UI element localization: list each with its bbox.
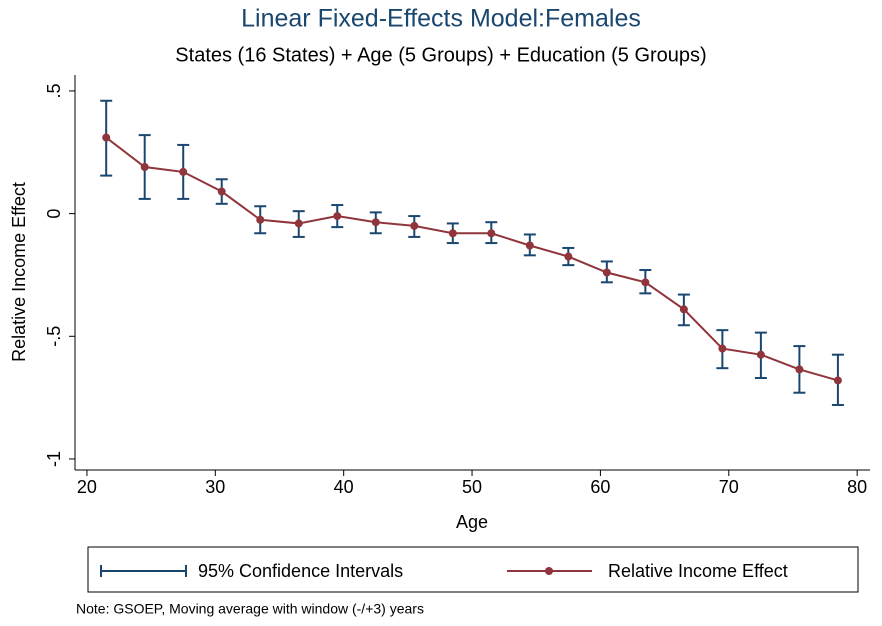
point [602, 268, 611, 277]
x-tick-label: 60 [590, 477, 610, 497]
point [448, 229, 457, 238]
y-tick-label: -.5 [44, 326, 64, 347]
point [718, 344, 727, 353]
y-tick-label: .5 [44, 83, 64, 98]
x-tick-label: 40 [334, 477, 354, 497]
line [105, 136, 839, 382]
legend-symbol [545, 567, 553, 575]
point [371, 218, 380, 227]
point [140, 163, 149, 172]
point [487, 229, 496, 238]
x-tick-label: 20 [77, 477, 97, 497]
point [641, 278, 650, 287]
point [102, 133, 111, 142]
point [410, 221, 419, 230]
point [256, 215, 265, 224]
point [679, 305, 688, 314]
point [525, 241, 534, 250]
x-tick-label: 50 [462, 477, 482, 497]
point [294, 219, 303, 228]
y-axis-label: Relative Income Effect [9, 182, 29, 362]
x-tick-label: 30 [205, 477, 225, 497]
y-tick-label: -1 [44, 451, 64, 467]
chart-title: Linear Fixed-Effects Model:Females [241, 5, 641, 33]
x-tick-label: 80 [847, 477, 867, 497]
point [833, 376, 842, 385]
point [564, 252, 573, 261]
legend-label: 95% Confidence Intervals [198, 561, 403, 581]
point [179, 167, 188, 176]
point [756, 350, 765, 359]
x-tick-label: 70 [719, 477, 739, 497]
legend-box [87, 546, 859, 593]
y-tick-label: 0 [44, 209, 64, 219]
point [333, 212, 342, 221]
point [217, 187, 226, 196]
chart-subtitle: States (16 States) + Age (5 Groups) + Ed… [175, 44, 706, 66]
point [795, 365, 804, 374]
note: Note: GSOEP, Moving average with window … [76, 601, 424, 617]
x-axis-label: Age [456, 512, 488, 532]
legend-label: Relative Income Effect [608, 561, 788, 581]
